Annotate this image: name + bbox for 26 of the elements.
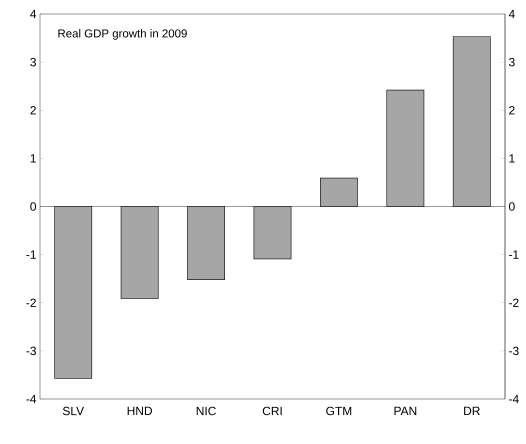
x-tick-label: CRI	[262, 406, 282, 416]
x-tick-label: PAN	[394, 406, 416, 415]
y-tick-label: -4	[26, 394, 36, 404]
x-tick-label: NIC	[196, 406, 216, 416]
x-tick-label: GTM	[326, 406, 352, 416]
y2-tick-label: -3	[509, 346, 519, 356]
y-tick-label: 4	[30, 10, 36, 18]
x-tick-label: DR	[464, 406, 480, 415]
y2-tick-label: 0	[508, 202, 515, 211]
y-tick-label: -3	[26, 346, 36, 356]
x-tick-label: SLV	[62, 406, 84, 416]
y-tick-label: 1	[30, 154, 36, 162]
y-tick-label: -1	[26, 250, 36, 259]
y2-tick-label: -1	[509, 250, 519, 259]
y-tick-label: 3	[30, 58, 36, 66]
y2-tick-label: 2	[509, 106, 515, 114]
y2-tick-label: -2	[509, 298, 519, 307]
text: Real GDP growth in 2009	[58, 29, 187, 40]
x-tick-label: HND	[128, 406, 152, 415]
y2-tick-label: -4	[509, 394, 519, 404]
y-tick-label: -2	[26, 298, 36, 307]
y2-tick-label: 1	[509, 154, 515, 162]
y-tick-label: 0	[30, 202, 36, 211]
y2-tick-label: 3	[508, 58, 515, 66]
y-tick-label: 2	[30, 106, 36, 114]
y2-tick-label: 4	[508, 10, 515, 18]
